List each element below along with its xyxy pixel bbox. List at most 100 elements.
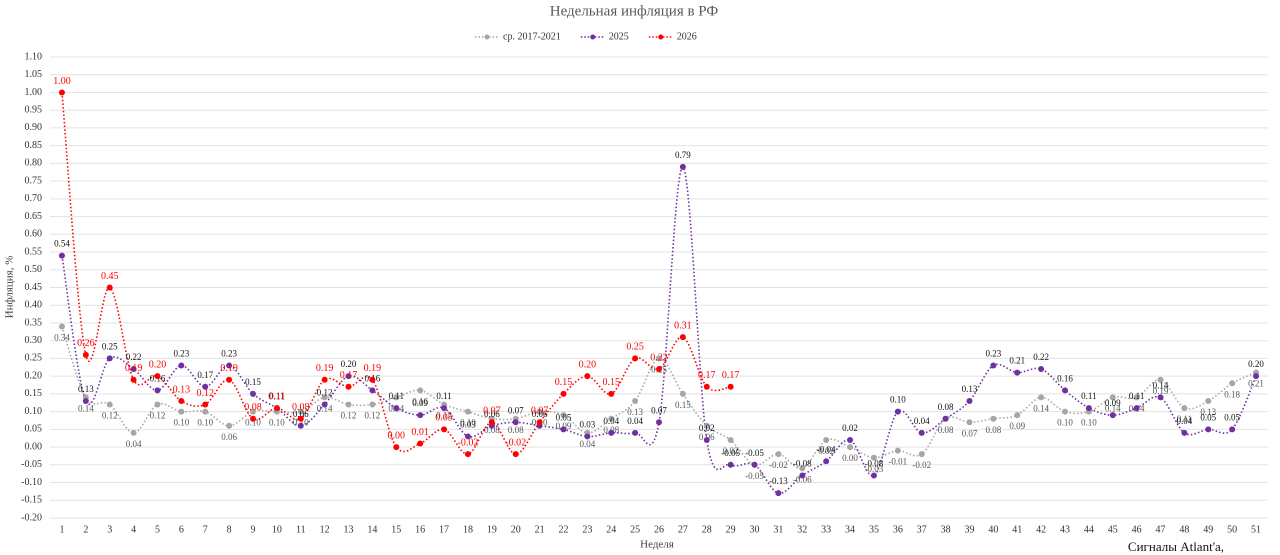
data-point xyxy=(1109,394,1116,401)
data-point xyxy=(703,436,710,443)
legend-marker xyxy=(484,34,490,40)
series-line xyxy=(61,326,1257,470)
data-label: 0.31 xyxy=(674,320,692,331)
data-point xyxy=(632,429,639,436)
data-point xyxy=(966,419,973,426)
data-label: 0.17 xyxy=(340,370,358,381)
data-label: 0.13 xyxy=(78,384,94,394)
data-label: 0.20 xyxy=(341,359,357,369)
data-label: 0.04 xyxy=(579,439,595,449)
data-label: 0.11 xyxy=(268,391,285,402)
data-label: 0.04 xyxy=(1177,416,1193,426)
data-point xyxy=(608,390,615,397)
data-point xyxy=(393,394,400,401)
data-label: 0.07 xyxy=(531,406,549,417)
data-label: 0.15 xyxy=(675,400,691,410)
data-point xyxy=(1038,394,1045,401)
data-point xyxy=(608,429,615,436)
data-label: 0.02 xyxy=(699,423,715,433)
data-label: 0.19 xyxy=(364,363,382,374)
data-label: -0.03 xyxy=(865,464,884,474)
data-point xyxy=(1229,426,1236,433)
y-tick-label: 1.00 xyxy=(25,87,43,98)
data-label: 0.08 xyxy=(508,425,524,435)
data-label: 0.09 xyxy=(412,398,428,408)
x-tick-label: 37 xyxy=(917,524,927,535)
x-tick-label: 25 xyxy=(630,524,640,535)
data-point xyxy=(154,401,161,408)
data-point xyxy=(536,419,543,426)
data-point xyxy=(679,334,686,341)
x-tick-label: 9 xyxy=(251,524,256,535)
y-tick-label: 0.20 xyxy=(25,370,43,381)
data-label: 0.79 xyxy=(675,150,691,160)
x-tick-label: 22 xyxy=(558,524,568,535)
data-point xyxy=(106,284,113,291)
x-tick-label: 19 xyxy=(487,524,497,535)
data-point xyxy=(703,383,710,390)
data-point xyxy=(273,405,280,412)
y-tick-label: 0.05 xyxy=(25,424,43,435)
x-tick-label: 27 xyxy=(678,524,688,535)
x-tick-label: 34 xyxy=(845,524,855,535)
data-label: 0.54 xyxy=(54,239,70,249)
data-point xyxy=(775,451,782,458)
data-label: 0.21 xyxy=(1009,356,1025,366)
x-tick-label: 33 xyxy=(821,524,831,535)
data-point xyxy=(1157,376,1164,383)
data-point xyxy=(58,89,65,96)
data-point xyxy=(1181,429,1188,436)
x-tick-label: 10 xyxy=(272,524,282,535)
data-label: 0.04 xyxy=(603,416,619,426)
data-label: 0.10 xyxy=(197,418,213,428)
x-tick-label: 7 xyxy=(203,524,208,535)
x-tick-label: 41 xyxy=(1012,524,1022,535)
data-label: -0.06 xyxy=(793,474,812,484)
data-label: -0.05 xyxy=(721,448,740,458)
data-point xyxy=(560,426,567,433)
x-tick-label: 4 xyxy=(131,524,136,535)
data-point xyxy=(226,422,233,429)
data-point xyxy=(894,447,901,454)
data-label: 0.12 xyxy=(365,411,381,421)
data-label: 0.14 xyxy=(1033,403,1049,413)
data-label: -0.13 xyxy=(769,476,788,486)
data-label: 0.07 xyxy=(962,428,978,438)
data-point xyxy=(584,433,591,440)
x-tick-label: 16 xyxy=(415,524,425,535)
x-tick-label: 1 xyxy=(59,524,64,535)
data-point xyxy=(58,252,65,259)
x-tick-label: 48 xyxy=(1179,524,1189,535)
data-label: 0.12 xyxy=(341,411,357,421)
data-point xyxy=(632,397,639,404)
data-label: 0.07 xyxy=(483,406,501,417)
data-label: 0.20 xyxy=(149,359,167,370)
data-point xyxy=(656,355,662,362)
x-tick-label: 46 xyxy=(1132,524,1142,535)
data-label: 0.08 xyxy=(484,425,500,435)
y-tick-label: 0.25 xyxy=(25,353,43,364)
data-label: 0.04 xyxy=(627,416,643,426)
y-tick-label: 0.90 xyxy=(25,122,43,133)
data-point xyxy=(966,397,973,404)
x-tick-label: 50 xyxy=(1227,524,1237,535)
data-point xyxy=(727,436,734,443)
data-point xyxy=(202,383,209,390)
data-label: 0.08 xyxy=(938,402,954,412)
data-label: 0.08 xyxy=(985,425,1001,435)
data-point xyxy=(1038,366,1045,373)
data-point xyxy=(154,373,161,380)
data-point xyxy=(106,355,113,362)
data-label: 0.19 xyxy=(1153,386,1169,396)
data-point xyxy=(823,458,830,465)
y-tick-label: 0.60 xyxy=(25,229,43,240)
y-tick-label: 0.00 xyxy=(25,441,43,452)
data-label: 0.14 xyxy=(1105,403,1121,413)
x-tick-label: 28 xyxy=(702,524,712,535)
data-label: 1.00 xyxy=(53,76,71,87)
data-label: 0.11 xyxy=(389,391,404,401)
data-label: 0.45 xyxy=(101,271,119,282)
data-point xyxy=(775,490,782,497)
